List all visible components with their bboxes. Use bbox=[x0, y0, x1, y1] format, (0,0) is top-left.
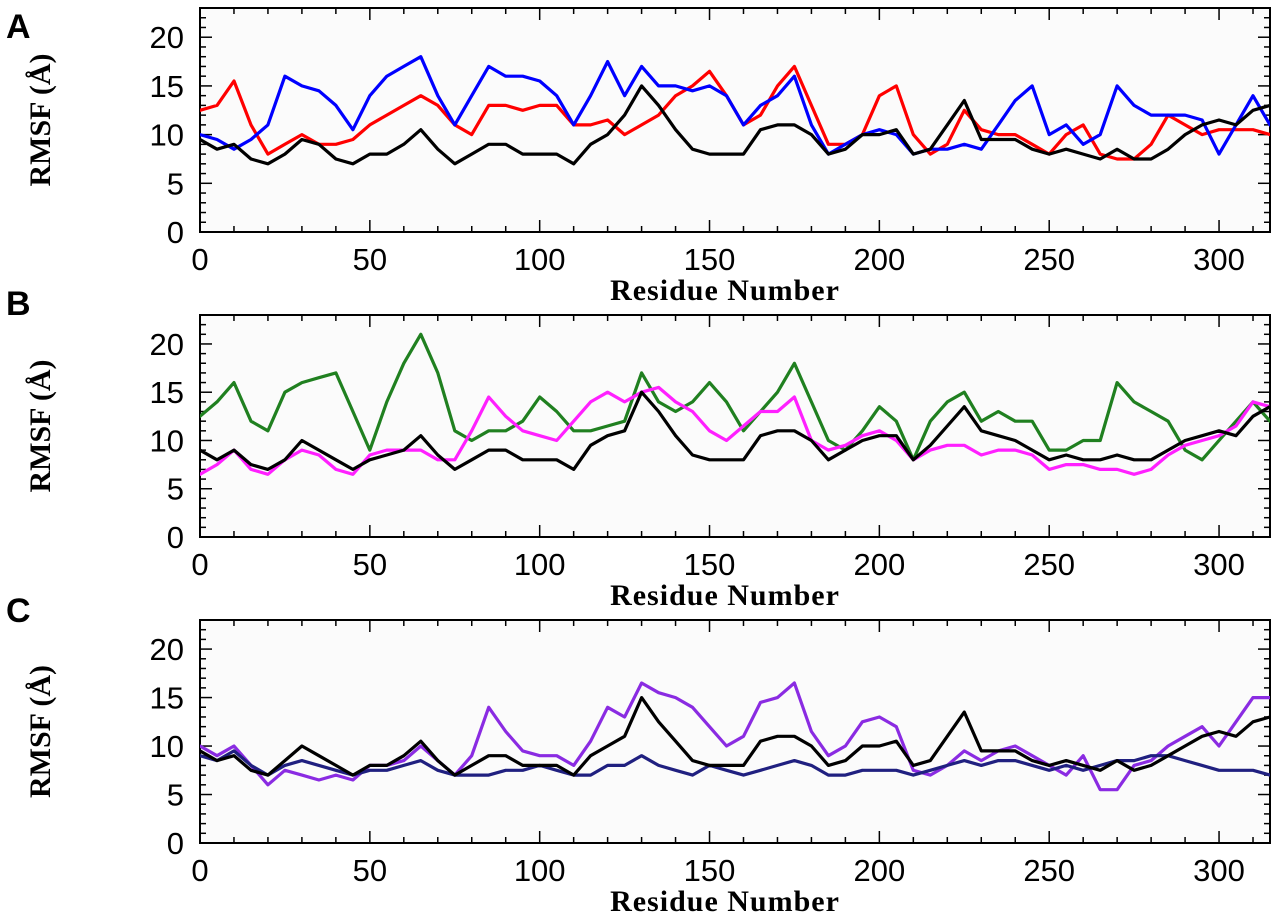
x-tick-label: 200 bbox=[853, 242, 905, 277]
x-tick-label: 0 bbox=[191, 853, 208, 888]
panel-label: B bbox=[6, 285, 31, 323]
y-tick-label: 10 bbox=[150, 118, 184, 153]
plot-frame bbox=[199, 619, 1271, 844]
x-tick-label: 100 bbox=[514, 547, 566, 582]
x-tick-label: 150 bbox=[684, 242, 736, 277]
y-tick-label: 15 bbox=[150, 69, 184, 104]
y-tick-label: 20 bbox=[150, 632, 184, 667]
y-axis-label: RMSF (Å) bbox=[24, 359, 57, 492]
y-tick-label: 15 bbox=[150, 375, 184, 410]
y-tick-label: 15 bbox=[150, 681, 184, 716]
series-line-3 bbox=[200, 390, 1270, 471]
series-line-3 bbox=[200, 84, 1270, 166]
y-tick-label: 0 bbox=[167, 520, 184, 555]
x-tick-label: 0 bbox=[191, 547, 208, 582]
x-tick-label: 200 bbox=[853, 853, 905, 888]
panel-label: C bbox=[6, 592, 31, 630]
y-axis-label: RMSF (Å) bbox=[24, 53, 57, 186]
x-tick-label: 100 bbox=[514, 853, 566, 888]
y-axis-label: RMSF (Å) bbox=[24, 665, 57, 798]
y-tick-label: 10 bbox=[150, 423, 184, 458]
x-tick-label: 0 bbox=[191, 242, 208, 277]
y-tick-label: 20 bbox=[150, 20, 184, 55]
x-tick-label: 50 bbox=[353, 547, 387, 582]
x-axis-label: Residue Number bbox=[610, 885, 840, 918]
plot-frame bbox=[199, 7, 1271, 233]
y-tick-label: 5 bbox=[167, 166, 184, 201]
x-axis-label: Residue Number bbox=[610, 274, 840, 307]
x-tick-label: 300 bbox=[1193, 853, 1245, 888]
x-tick-label: 250 bbox=[1023, 242, 1075, 277]
series-line-3 bbox=[200, 696, 1270, 777]
x-tick-label: 100 bbox=[514, 242, 566, 277]
series-line-1 bbox=[200, 332, 1270, 462]
x-tick-label: 250 bbox=[1023, 853, 1075, 888]
y-tick-label: 5 bbox=[167, 778, 184, 813]
series-line-2 bbox=[200, 385, 1270, 476]
x-tick-label: 300 bbox=[1193, 547, 1245, 582]
y-tick-label: 5 bbox=[167, 472, 184, 507]
x-tick-label: 150 bbox=[684, 547, 736, 582]
x-tick-label: 200 bbox=[853, 547, 905, 582]
y-tick-label: 0 bbox=[167, 215, 184, 250]
y-tick-label: 10 bbox=[150, 729, 184, 764]
x-tick-label: 300 bbox=[1193, 242, 1245, 277]
x-tick-label: 250 bbox=[1023, 547, 1075, 582]
x-axis-label: Residue Number bbox=[610, 579, 840, 612]
y-tick-label: 0 bbox=[167, 826, 184, 861]
series-line-2 bbox=[200, 55, 1270, 156]
x-tick-label: 50 bbox=[353, 242, 387, 277]
x-tick-label: 50 bbox=[353, 853, 387, 888]
x-tick-label: 150 bbox=[684, 853, 736, 888]
panel-label: A bbox=[6, 8, 31, 46]
y-tick-label: 20 bbox=[150, 327, 184, 362]
